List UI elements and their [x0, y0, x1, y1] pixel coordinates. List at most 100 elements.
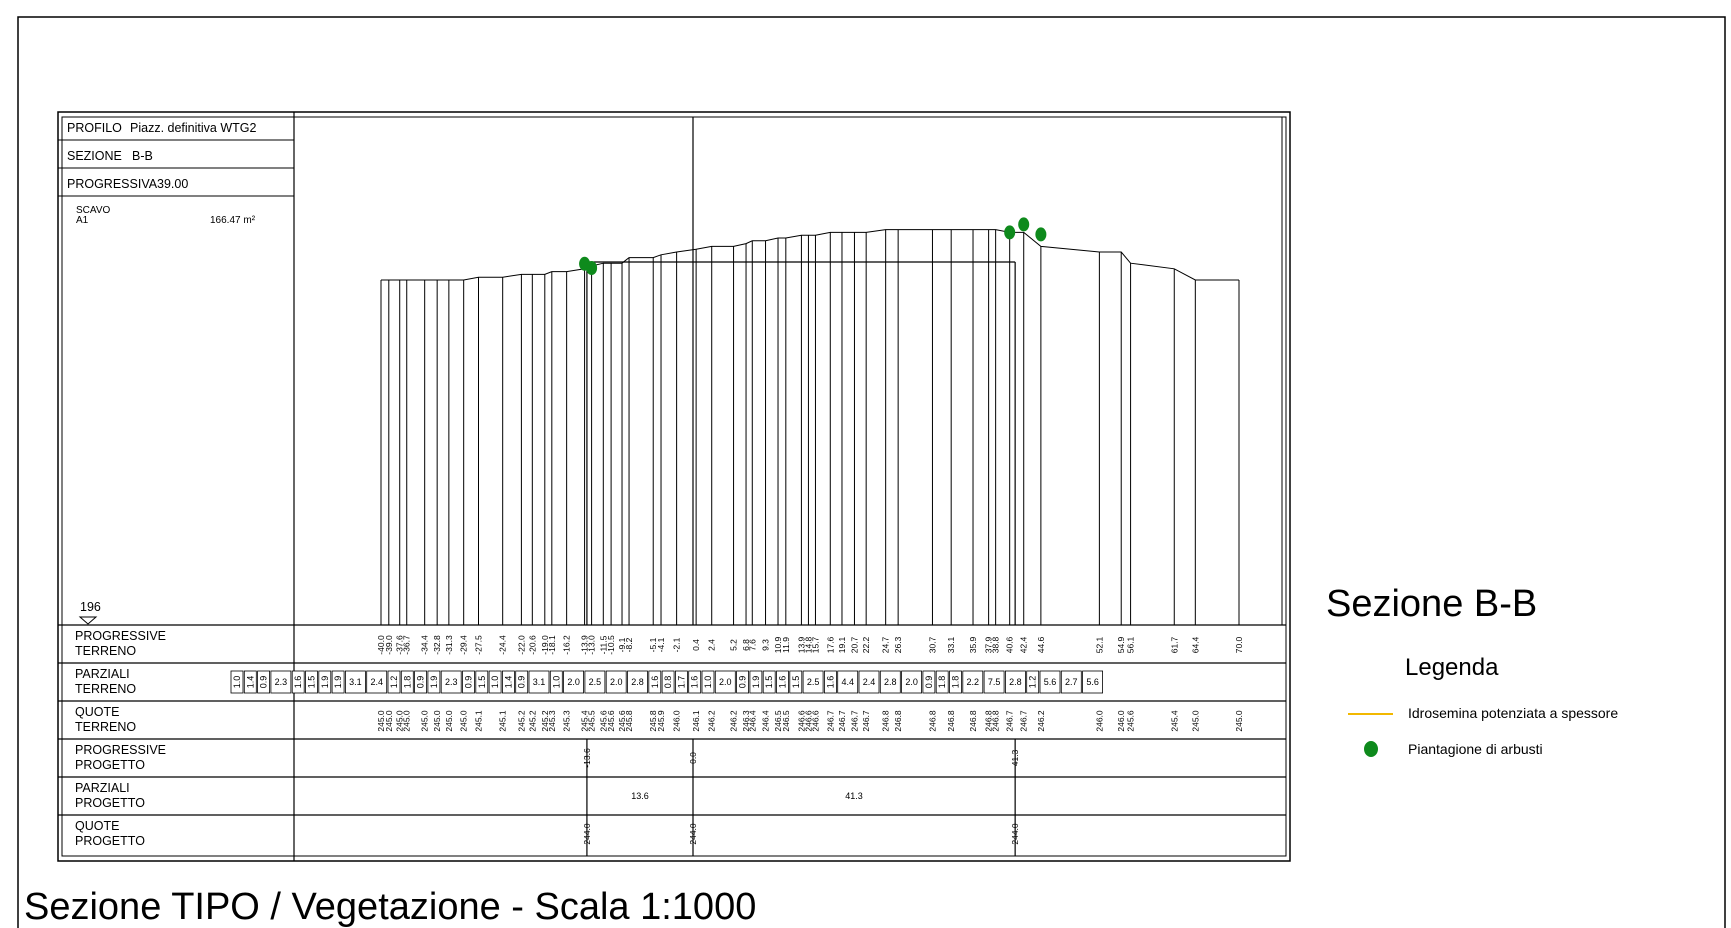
quote-terreno-value: 245.2 — [540, 710, 550, 732]
parziale-terreno-value: 1.0 — [703, 676, 713, 689]
parziale-terreno-value: 4.4 — [841, 677, 854, 687]
quote-terreno-value: 246.3 — [741, 710, 751, 732]
parziale-progetto-value: 13.6 — [631, 791, 649, 801]
parziale-terreno-value: 1.9 — [333, 676, 343, 689]
parziale-box — [270, 670, 292, 694]
parziale-box — [488, 670, 502, 694]
parziale-terreno-value: 1.2 — [1028, 676, 1038, 689]
progressive-terreno-value: 2.4 — [707, 639, 717, 651]
parziale-terreno-value: 1.6 — [825, 676, 835, 689]
terrain-verticals — [380, 229, 1240, 625]
hydroseed-line-icon — [1348, 713, 1393, 715]
progressive-terreno-value: 70.0 — [1234, 636, 1244, 653]
progressive-terreno-value: 7.6 — [747, 639, 757, 651]
progressive-terreno-value: -18.1 — [547, 635, 557, 655]
progressive-terreno-value: -20.6 — [527, 635, 537, 655]
parziale-terreno-value: 2.8 — [884, 677, 897, 687]
progressive-terreno-value: -32.8 — [432, 635, 442, 655]
progressive-terreno-value: -11.5 — [598, 635, 608, 654]
parziale-terreno-value: 0.9 — [517, 676, 527, 689]
parziale-terreno-value: 2.8 — [1009, 677, 1022, 687]
progressive-terreno-value: -16.2 — [562, 635, 572, 655]
scavo-label: SCAVO — [76, 205, 110, 216]
parziale-box — [858, 670, 880, 694]
plot-area — [293, 116, 1283, 626]
datum-label: 196 — [80, 600, 101, 614]
progressive-terreno-value: -36.7 — [402, 635, 412, 655]
quote-terreno-value: 245.0 — [1234, 710, 1244, 732]
quote-terreno-value: 246.4 — [761, 710, 771, 732]
parziali-progetto-values: 13.6 41.3 — [631, 791, 863, 801]
terrain-line — [381, 229, 1239, 281]
quote-progetto-value: 244.0 — [1010, 823, 1020, 845]
progressive-terreno-value: -22.0 — [516, 635, 526, 655]
scavo-value: 166.47 m² — [210, 215, 256, 226]
parziale-terreno-value: 1.4 — [245, 676, 255, 689]
parziale-terreno-value: 0.8 — [663, 676, 673, 689]
parziale-terreno-value: 1.0 — [490, 676, 500, 689]
legend-item-label: Piantagione di arbusti — [1408, 741, 1543, 757]
progressive-terreno-value: 14.8 — [803, 636, 813, 653]
parziale-box — [688, 670, 702, 694]
progressive-terreno-value: 9.3 — [761, 639, 771, 651]
quote-terreno-value: 246.8 — [881, 710, 891, 732]
parziale-box — [749, 670, 763, 694]
quote-terreno-value: 246.8 — [893, 710, 903, 732]
quote-terreno-value: 245.0 — [432, 710, 442, 732]
progressive-terreno-value: -9.1 — [617, 637, 627, 652]
quote-terreno-value: 245.9 — [656, 710, 666, 732]
quote-terreno-value: 246.6 — [796, 710, 806, 732]
parziale-terreno-value: 1.0 — [232, 676, 242, 689]
quote-terreno-value: 246.1 — [691, 710, 701, 732]
band-lines — [58, 624, 1286, 816]
parziale-box — [949, 670, 962, 694]
progressive-terreno-value: 30.7 — [927, 636, 937, 653]
quote-terreno-value: 246.2 — [729, 710, 739, 732]
parziale-box — [879, 670, 901, 694]
quote-terreno-value: 245.5 — [587, 710, 597, 732]
progressive-terreno-value: 0.4 — [691, 639, 701, 651]
quote-terreno-value: 245.0 — [444, 710, 454, 732]
parziale-terreno-value: 0.9 — [416, 676, 426, 689]
legend-title: Legenda — [1405, 654, 1499, 681]
progressive-terreno-value: 19.1 — [837, 636, 847, 653]
quote-terreno-value: 246.8 — [991, 710, 1001, 732]
parziale-terreno-value: 1.9 — [320, 676, 330, 689]
quote-terreno-value: 245.0 — [376, 710, 386, 732]
quote-terreno-value: 245.6 — [606, 710, 616, 732]
progressive-terreno-value: 38.8 — [991, 636, 1001, 653]
quote-terreno-value: 246.7 — [837, 710, 847, 732]
row-label: PARZIALI — [75, 781, 130, 795]
quote-terreno-value: 246.7 — [825, 710, 835, 732]
progressive-terreno-value: -19.0 — [540, 635, 550, 655]
progressive-terreno-value: 17.6 — [825, 636, 835, 653]
quote-terreno-value: 245.6 — [617, 710, 627, 732]
parziale-terreno-value: 1.4 — [503, 676, 513, 689]
quote-terreno-value: 245.0 — [1190, 710, 1200, 732]
footer-title: Sezione TIPO / Vegetazione - Scala 1:100… — [24, 886, 757, 928]
parziale-terreno-value: 5.6 — [1086, 677, 1099, 687]
shrub-dot-icon — [1364, 741, 1378, 757]
quote-terreno-value: 245.4 — [580, 710, 590, 732]
parziale-box — [366, 670, 388, 694]
parziale-terreno-value: 2.5 — [807, 677, 820, 687]
project-verticals — [586, 117, 1016, 856]
sheet-frame — [17, 16, 1726, 928]
parziale-box — [563, 670, 584, 694]
quote-terreno-value: 246.2 — [1036, 710, 1046, 732]
quote-terreno-value: 246.0 — [672, 710, 682, 732]
parziale-box — [983, 670, 1005, 694]
quote-terreno-value: 246.8 — [968, 710, 978, 732]
progressive-terreno-value: 61.7 — [1169, 636, 1179, 653]
parziale-terreno-value: 1.8 — [937, 676, 947, 689]
parziale-box — [291, 670, 305, 694]
sezione-label: SEZIONE — [67, 149, 122, 163]
profilo-label: PROFILO — [67, 121, 122, 135]
parziale-box — [549, 670, 563, 694]
row-label: TERRENO — [75, 644, 136, 658]
quote-terreno-value: 245.4 — [1169, 710, 1179, 732]
row-label: PARZIALI — [75, 667, 130, 681]
shrub-icon — [1018, 217, 1030, 232]
progressive-terreno-value: 33.1 — [946, 636, 956, 653]
